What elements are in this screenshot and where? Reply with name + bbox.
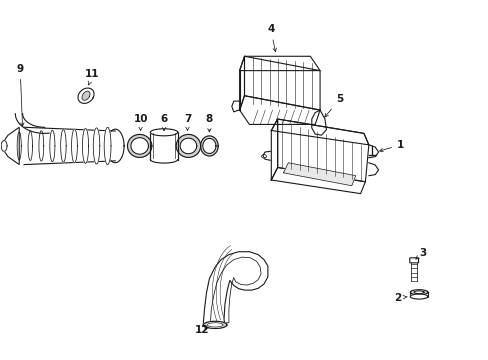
FancyBboxPatch shape — [409, 258, 418, 263]
Text: 4: 4 — [266, 24, 276, 51]
Polygon shape — [106, 129, 124, 163]
Text: 6: 6 — [160, 114, 167, 131]
Text: 9: 9 — [17, 64, 24, 126]
Polygon shape — [239, 56, 244, 110]
Polygon shape — [104, 127, 111, 165]
Polygon shape — [50, 130, 55, 162]
Polygon shape — [239, 56, 320, 71]
Text: 5: 5 — [324, 94, 343, 117]
Polygon shape — [61, 130, 66, 162]
Polygon shape — [277, 119, 368, 182]
Polygon shape — [93, 128, 100, 164]
Polygon shape — [28, 131, 32, 161]
Text: 10: 10 — [133, 114, 147, 130]
Polygon shape — [413, 291, 423, 294]
Polygon shape — [409, 294, 427, 299]
Text: 1: 1 — [379, 140, 404, 152]
Polygon shape — [311, 110, 326, 135]
Text: 11: 11 — [85, 69, 100, 85]
Polygon shape — [271, 119, 277, 180]
Text: 3: 3 — [415, 248, 426, 259]
Polygon shape — [271, 119, 368, 145]
Polygon shape — [203, 321, 226, 328]
Polygon shape — [271, 167, 365, 194]
Polygon shape — [244, 56, 320, 110]
Polygon shape — [176, 134, 200, 157]
Polygon shape — [150, 129, 177, 136]
Polygon shape — [409, 290, 427, 295]
Polygon shape — [17, 132, 21, 160]
Polygon shape — [1, 140, 7, 151]
Polygon shape — [39, 131, 43, 161]
Polygon shape — [283, 163, 355, 186]
Text: 8: 8 — [205, 114, 213, 132]
Polygon shape — [82, 129, 88, 163]
Polygon shape — [180, 138, 196, 154]
Polygon shape — [150, 132, 177, 159]
Text: 12: 12 — [194, 325, 209, 335]
Polygon shape — [203, 252, 267, 326]
Polygon shape — [131, 138, 148, 154]
Text: 7: 7 — [183, 114, 191, 130]
Polygon shape — [127, 134, 152, 157]
Polygon shape — [78, 88, 94, 103]
Polygon shape — [71, 129, 77, 163]
Text: 2: 2 — [394, 293, 407, 303]
Polygon shape — [200, 136, 218, 156]
Polygon shape — [203, 138, 216, 153]
Polygon shape — [239, 96, 320, 125]
Polygon shape — [207, 323, 223, 327]
Polygon shape — [82, 91, 90, 100]
